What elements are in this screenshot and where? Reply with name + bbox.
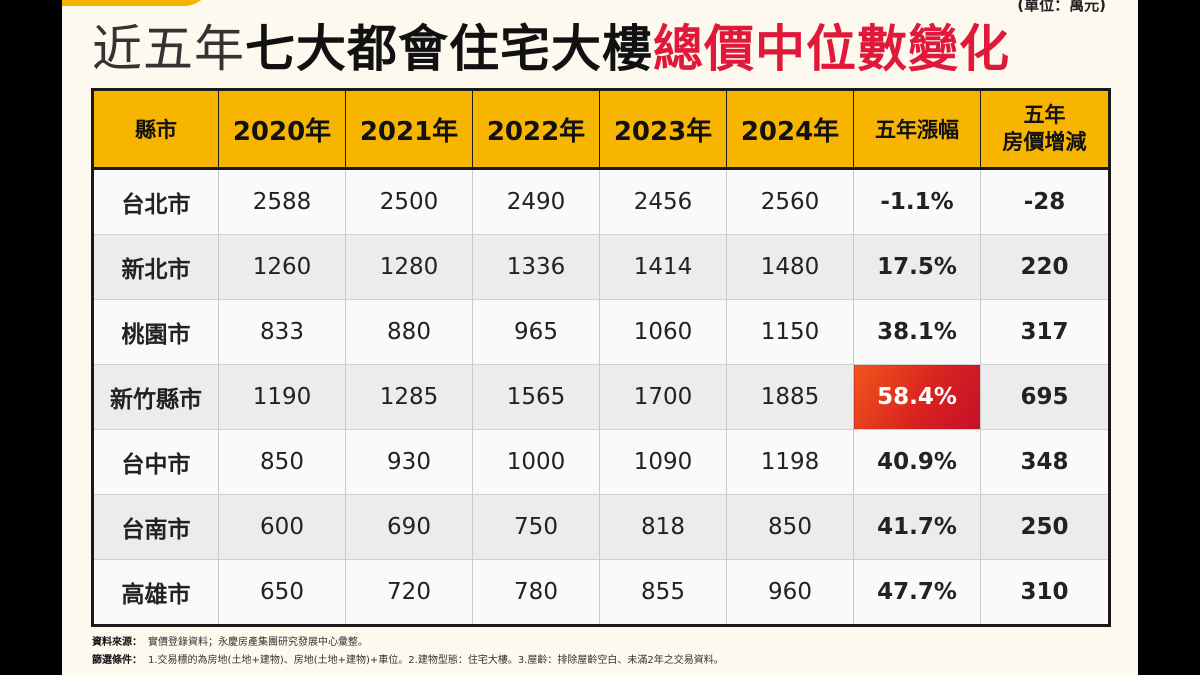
header-city: 縣市 [92,89,219,170]
value-cell: 833 [218,299,346,365]
growth-cell: 40.9% [853,429,981,495]
header-2022: 2022年 [472,89,600,170]
title-part-1: 近五年 [92,20,245,78]
header-change-line2: 房價增減 [1002,130,1087,154]
change-cell: 348 [980,429,1110,495]
table-row: 高雄市 650 720 780 855 960 47.7% 310 [92,559,1110,626]
header-2023: 2023年 [599,89,727,170]
value-cell: 855 [599,559,727,626]
growth-cell: 38.1% [853,299,981,365]
header-change-line1: 五年 [1023,103,1066,127]
header-growth: 五年漲幅 [853,89,981,170]
value-cell: 750 [472,494,600,560]
value-cell: 818 [599,494,727,560]
footnotes: 資料來源： 實價登錄資料；永慶房產集團研究發展中心彙整。 篩選條件： 1.交易標的為… [92,634,1112,670]
title-part-3: 總價中位數變化 [653,20,1010,78]
value-cell: 1336 [472,234,600,300]
city-cell: 高雄市 [92,559,219,626]
table-header-row: 縣市 2020年 2021年 2022年 2023年 2024年 五年漲幅 五年… [92,89,1110,170]
value-cell: 1700 [599,364,727,430]
header-2024: 2024年 [726,89,854,170]
growth-cell: 58.4% [853,364,981,430]
city-cell: 新北市 [92,234,219,300]
value-cell: 1150 [726,299,854,365]
city-cell: 新竹縣市 [92,364,219,430]
value-cell: 720 [345,559,473,626]
corner-tab-decoration [62,0,212,6]
value-cell: 2500 [345,168,473,235]
source-label: 資料來源： [92,637,142,648]
change-cell: 250 [980,494,1110,560]
growth-cell: 17.5% [853,234,981,300]
value-cell: 850 [726,494,854,560]
value-cell: 1565 [472,364,600,430]
value-cell: 1885 [726,364,854,430]
filter-text: 1.交易標的為房地(土地+建物)、房地(土地+建物)+車位。2.建物型態：住宅大… [148,655,724,666]
growth-cell: 41.7% [853,494,981,560]
value-cell: 1285 [345,364,473,430]
growth-cell: 47.7% [853,559,981,626]
table-row: 新竹縣市 1190 1285 1565 1700 1885 58.4% 695 [92,364,1110,430]
value-cell: 780 [472,559,600,626]
table-row: 台中市 850 930 1000 1090 1198 40.9% 348 [92,429,1110,495]
change-cell: 317 [980,299,1110,365]
value-cell: 1198 [726,429,854,495]
value-cell: 2588 [218,168,346,235]
unit-label: (單位：萬元) [1017,0,1106,14]
city-cell: 台南市 [92,494,219,560]
value-cell: 1000 [472,429,600,495]
value-cell: 850 [218,429,346,495]
source-note: 資料來源： 實價登錄資料；永慶房產集團研究發展中心彙整。 [92,634,1112,652]
table-row: 桃園市 833 880 965 1060 1150 38.1% 317 [92,299,1110,365]
value-cell: 960 [726,559,854,626]
price-table: 縣市 2020年 2021年 2022年 2023年 2024年 五年漲幅 五年… [91,88,1111,627]
change-cell: 695 [980,364,1110,430]
table-row: 新北市 1260 1280 1336 1414 1480 17.5% 220 [92,234,1110,300]
value-cell: 1090 [599,429,727,495]
chart-title: 近五年七大都會住宅大樓總價中位數變化 [92,16,1132,86]
city-cell: 台中市 [92,429,219,495]
header-change: 五年 房價增減 [980,89,1110,170]
value-cell: 2490 [472,168,600,235]
value-cell: 1060 [599,299,727,365]
value-cell: 2456 [599,168,727,235]
value-cell: 690 [345,494,473,560]
value-cell: 1480 [726,234,854,300]
filter-label: 篩選條件： [92,655,142,666]
city-cell: 台北市 [92,168,219,235]
title-part-2: 七大都會住宅大樓 [245,20,653,78]
value-cell: 1280 [345,234,473,300]
value-cell: 1260 [218,234,346,300]
value-cell: 600 [218,494,346,560]
change-cell: 310 [980,559,1110,626]
source-text: 實價登錄資料；永慶房產集團研究發展中心彙整。 [148,637,368,648]
value-cell: 1414 [599,234,727,300]
table-row: 台南市 600 690 750 818 850 41.7% 250 [92,494,1110,560]
value-cell: 1190 [218,364,346,430]
city-cell: 桃園市 [92,299,219,365]
infographic-card: (單位：萬元) 近五年七大都會住宅大樓總價中位數變化 縣市 2020年 2021… [62,0,1138,675]
filter-note: 篩選條件： 1.交易標的為房地(土地+建物)、房地(土地+建物)+車位。2.建物型… [92,652,1112,670]
value-cell: 2560 [726,168,854,235]
value-cell: 965 [472,299,600,365]
change-cell: -28 [980,168,1110,235]
value-cell: 650 [218,559,346,626]
growth-cell: -1.1% [853,168,981,235]
value-cell: 930 [345,429,473,495]
table-row: 台北市 2588 2500 2490 2456 2560 -1.1% -28 [92,168,1110,235]
header-2020: 2020年 [218,89,346,170]
header-2021: 2021年 [345,89,473,170]
value-cell: 880 [345,299,473,365]
change-cell: 220 [980,234,1110,300]
